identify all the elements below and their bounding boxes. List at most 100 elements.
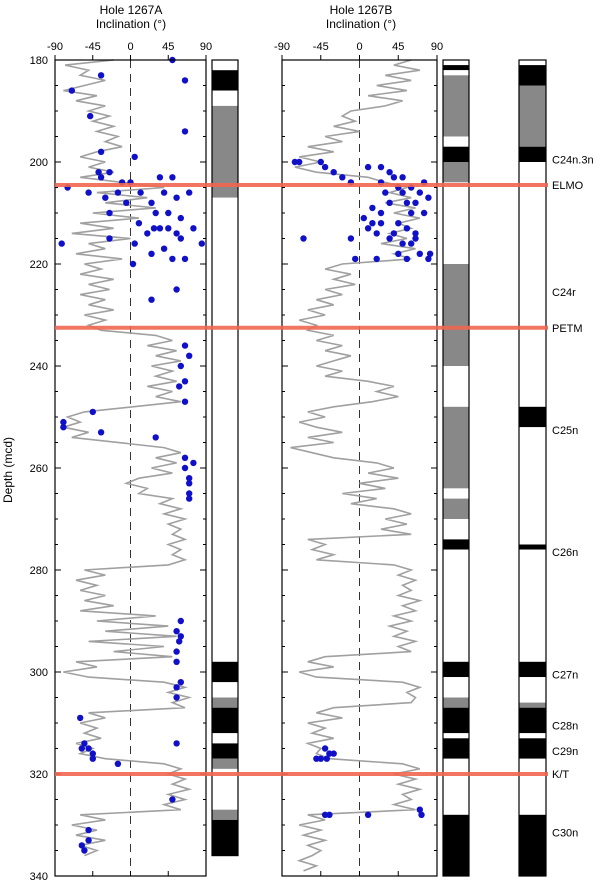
data-point xyxy=(386,199,393,206)
polarity-segment xyxy=(212,661,238,683)
polarity-segment xyxy=(519,60,546,66)
data-point xyxy=(373,230,380,237)
inclination-trace xyxy=(290,59,423,872)
polarity-segment xyxy=(443,406,469,489)
polarity-segment xyxy=(212,733,238,744)
data-point xyxy=(150,225,158,232)
polarity-segment xyxy=(519,406,546,428)
data-point xyxy=(173,194,180,201)
data-point xyxy=(181,77,189,84)
polarity-segment xyxy=(519,758,546,815)
chron-label: C28n xyxy=(552,721,578,733)
polarity-segment xyxy=(212,743,238,759)
panel-a-title: Hole 1267A xyxy=(100,3,163,17)
polarity-segment xyxy=(443,549,469,662)
data-point xyxy=(156,225,164,232)
data-point xyxy=(181,398,189,405)
data-point xyxy=(425,194,432,201)
data-point xyxy=(425,255,432,263)
data-point xyxy=(97,174,105,181)
data-point xyxy=(144,230,151,237)
data-point xyxy=(403,199,411,206)
data-point xyxy=(369,204,376,212)
panel-b-title: Hole 1267B xyxy=(330,3,393,17)
data-point xyxy=(169,255,176,263)
data-point xyxy=(323,755,330,762)
data-point xyxy=(81,847,88,854)
x-tick-label: 90 xyxy=(431,41,443,53)
data-point xyxy=(403,255,411,263)
data-point xyxy=(173,230,180,237)
depth-axis: 180 200 220 240 260 280 300 320 340 xyxy=(30,55,48,883)
data-point xyxy=(131,240,138,247)
polarity-segment xyxy=(443,488,469,499)
data-point xyxy=(330,169,337,176)
data-point xyxy=(364,811,372,818)
data-point xyxy=(152,209,159,217)
data-point xyxy=(339,174,346,181)
polarity-segment xyxy=(443,677,469,698)
polarity-segment xyxy=(519,661,546,678)
chron-label: C25n xyxy=(552,425,578,437)
data-point xyxy=(408,209,415,217)
data-point xyxy=(169,174,176,181)
polarity-segment xyxy=(443,707,469,734)
data-point xyxy=(377,209,385,217)
polarity-segment xyxy=(212,682,238,698)
data-point xyxy=(390,230,398,237)
data-point xyxy=(412,235,419,242)
data-point xyxy=(181,464,189,472)
column-1267A xyxy=(211,59,239,857)
polarity-segment xyxy=(212,105,238,198)
data-point xyxy=(347,235,355,242)
data-point xyxy=(399,174,406,181)
data-point xyxy=(300,235,307,242)
polarity-segment xyxy=(443,814,469,876)
data-point xyxy=(131,153,138,161)
data-point xyxy=(173,628,180,635)
data-point xyxy=(89,750,97,757)
data-point xyxy=(85,837,92,844)
y-tick-label: 180 xyxy=(30,55,48,67)
data-point xyxy=(106,169,113,176)
polarity-segment xyxy=(519,549,546,662)
data-point xyxy=(360,214,367,222)
data-point xyxy=(165,225,172,232)
data-point xyxy=(156,174,164,181)
data-point xyxy=(390,174,398,181)
data-point xyxy=(177,214,184,222)
polarity-columns xyxy=(211,59,547,877)
data-point xyxy=(137,189,144,196)
data-point xyxy=(420,209,428,217)
x-tick-label: -45 xyxy=(85,41,101,53)
polarity-segment xyxy=(212,697,238,708)
data-point xyxy=(68,87,76,94)
data-point xyxy=(97,72,105,79)
polarity-segment xyxy=(443,136,469,147)
panel-a-subtitle: Inclination (°) xyxy=(96,17,166,31)
data-point xyxy=(160,189,168,196)
column-1267B xyxy=(442,59,470,877)
data-point xyxy=(369,220,376,227)
data-point xyxy=(89,408,97,416)
polarity-segment xyxy=(212,707,238,734)
polarity-segment xyxy=(212,60,238,71)
x-tick-label: -90 xyxy=(47,41,63,53)
panel-1267A: -90 -45 0 45 90 xyxy=(47,41,212,877)
data-point xyxy=(148,199,155,206)
data-point xyxy=(177,679,184,686)
polarity-segment xyxy=(443,146,469,162)
data-point xyxy=(399,189,406,196)
chron-label: C24r xyxy=(552,287,576,299)
data-point xyxy=(169,796,176,803)
data-point xyxy=(87,112,94,120)
data-point xyxy=(190,225,197,232)
polarity-segment xyxy=(443,75,469,137)
data-point xyxy=(173,286,180,293)
data-point xyxy=(97,148,105,155)
data-point xyxy=(173,658,180,665)
data-point xyxy=(186,189,193,196)
polarity-segment xyxy=(443,738,469,759)
data-point xyxy=(395,220,402,227)
